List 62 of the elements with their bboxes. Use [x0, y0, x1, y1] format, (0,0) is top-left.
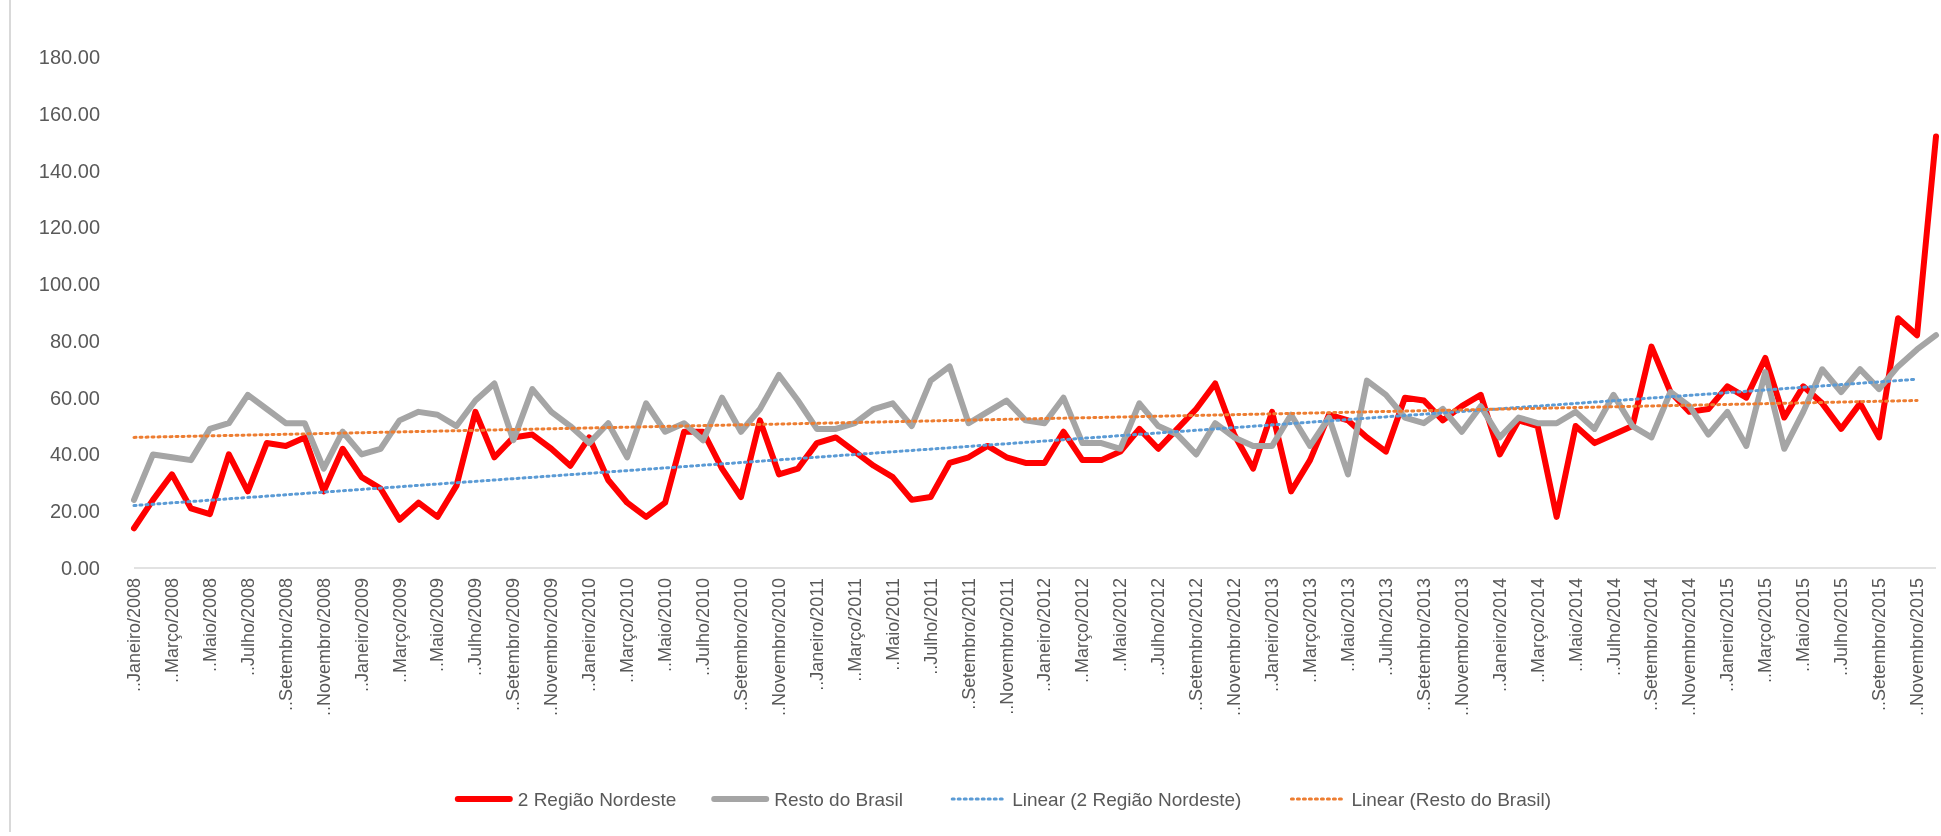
x-tick-label: ..Maio/2009: [427, 578, 448, 673]
x-tick-label: ..Maio/2011: [882, 578, 903, 671]
x-tick-label: ..Julho/2010: [693, 578, 714, 677]
x-tick-label: ..Janeiro/2012: [1034, 578, 1055, 693]
x-tick-label: ..Novembro/2008: [313, 578, 334, 717]
x-tick-label: ..Novembro/2015: [1907, 578, 1928, 717]
y-tick-label: 120.00: [38, 216, 100, 239]
y-tick-label: 40.00: [49, 443, 100, 466]
x-tick-label: ..Janeiro/2014: [1489, 578, 1510, 693]
x-tick-label: ..Setembro/2009: [503, 578, 524, 712]
y-tick-label: 80.00: [49, 329, 100, 352]
x-tick-label: ..Janeiro/2011: [806, 578, 827, 691]
x-tick-label: ..Março/2009: [389, 578, 410, 684]
x-tick-label: ..Março/2013: [1300, 578, 1321, 684]
x-tick-label: ..Janeiro/2013: [1262, 578, 1283, 693]
legend-label: Resto do Brasil: [774, 788, 904, 810]
x-tick-label: ..Setembro/2010: [730, 578, 751, 712]
x-tick-label: ..Novembro/2009: [541, 578, 562, 717]
x-tick-label: ..Março/2010: [617, 578, 638, 684]
x-tick-label: ..Julho/2015: [1831, 578, 1852, 677]
x-tick-label: ..Julho/2009: [465, 578, 486, 677]
x-tick-label: ..Maio/2010: [655, 578, 676, 673]
x-tick-label: ..Novembro/2013: [1451, 578, 1472, 717]
y-tick-label: 140.00: [38, 159, 100, 182]
x-tick-label: ..Janeiro/2008: [124, 578, 144, 693]
y-tick-label: 0.00: [61, 557, 100, 579]
x-tick-label: ..Setembro/2012: [1186, 578, 1207, 712]
legend-label: 2 Região Nordeste: [517, 788, 677, 810]
x-tick-label: ..Setembro/2011: [958, 578, 979, 710]
x-tick-label: ..Julho/2008: [237, 578, 258, 677]
x-tick-label: ..Janeiro/2015: [1717, 578, 1738, 693]
x-tick-label: ..Maio/2008: [199, 578, 220, 673]
legend-label: Linear (2 Região Nordeste): [1012, 788, 1242, 810]
x-tick-label: ..Julho/2013: [1375, 578, 1396, 677]
legend-label: Linear (Resto do Brasil): [1351, 788, 1551, 810]
y-tick-label: 60.00: [49, 386, 100, 409]
x-tick-label: ..Janeiro/2010: [579, 578, 600, 693]
x-tick-label: ..Março/2012: [1072, 578, 1093, 684]
x-tick-label: ..Novembro/2010: [768, 578, 789, 717]
x-tick-label: ..Setembro/2015: [1869, 578, 1890, 712]
x-tick-label: ..Setembro/2014: [1641, 578, 1662, 712]
x-tick-label: ..Julho/2011: [920, 578, 941, 675]
x-tick-label: ..Maio/2015: [1793, 578, 1814, 673]
x-tick-label: ..Março/2011: [844, 578, 865, 682]
x-tick-label: ..Março/2008: [161, 578, 182, 684]
x-tick-label: ..Novembro/2014: [1679, 578, 1700, 717]
x-tick-label: ..Novembro/2012: [1224, 578, 1245, 717]
x-tick-label: ..Maio/2013: [1337, 578, 1358, 673]
x-tick-label: ..Março/2014: [1527, 578, 1548, 684]
y-tick-label: 180.00: [38, 46, 100, 68]
x-tick-label: ..Julho/2014: [1603, 578, 1624, 677]
x-tick-label: ..Setembro/2008: [275, 578, 296, 712]
x-tick-label: ..Maio/2012: [1110, 578, 1131, 673]
x-tick-label: ..Setembro/2013: [1413, 578, 1434, 712]
x-tick-label: ..Janeiro/2009: [351, 578, 372, 693]
x-tick-label: ..Julho/2012: [1148, 578, 1169, 677]
y-tick-label: 20.00: [49, 500, 100, 523]
x-tick-label: ..Novembro/2011: [996, 578, 1017, 715]
x-tick-label: ..Março/2015: [1755, 578, 1776, 684]
y-tick-label: 100.00: [38, 273, 100, 296]
y-tick-label: 160.00: [38, 102, 100, 125]
x-tick-label: ..Maio/2014: [1565, 578, 1586, 673]
